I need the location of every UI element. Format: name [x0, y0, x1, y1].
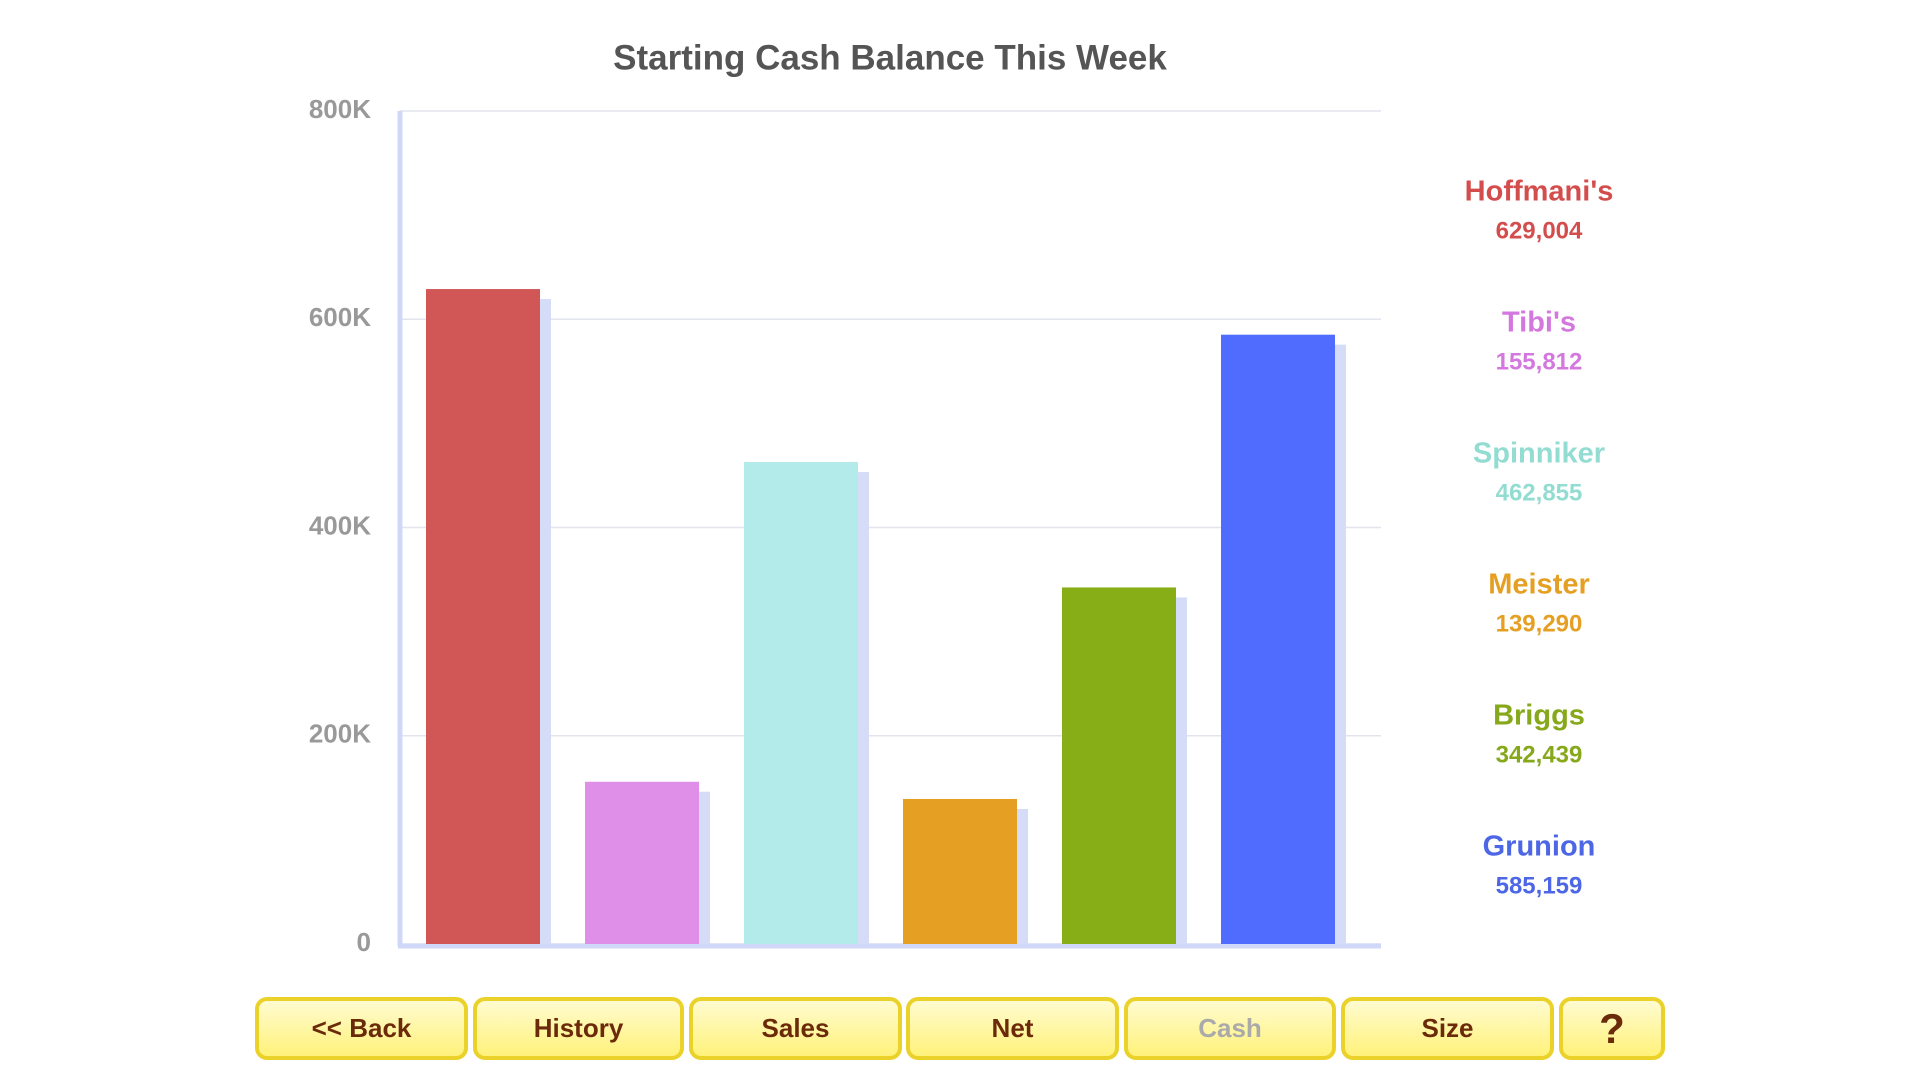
y-tick-label: 800K: [309, 94, 371, 124]
bar: [426, 289, 540, 945]
legend-name: Hoffmani's: [1465, 176, 1614, 208]
legend-value: 462,855: [1496, 479, 1583, 506]
y-tick-label: 0: [357, 927, 371, 957]
legend-name: Briggs: [1493, 700, 1585, 732]
nav-button[interactable]: History: [473, 997, 684, 1060]
legend-name: Tibi's: [1502, 307, 1576, 339]
legend-name: Grunion: [1483, 831, 1596, 863]
legend-name: Spinniker: [1473, 438, 1605, 470]
nav-button[interactable]: ?: [1559, 997, 1665, 1060]
y-tick-label: 400K: [309, 510, 371, 540]
nav-button[interactable]: << Back: [255, 997, 468, 1060]
legend-value: 342,439: [1496, 741, 1583, 768]
nav-button[interactable]: Sales: [689, 997, 902, 1060]
bar: [744, 462, 858, 944]
nav-button[interactable]: Net: [906, 997, 1119, 1060]
legend-value: 155,812: [1496, 348, 1583, 375]
bar: [1062, 587, 1176, 944]
bar: [1221, 334, 1335, 944]
nav-button[interactable]: Size: [1341, 997, 1554, 1060]
legend-value: 585,159: [1496, 872, 1583, 899]
bar: [903, 798, 1017, 944]
legend-value: 139,290: [1496, 610, 1583, 637]
legend-name: Meister: [1488, 569, 1590, 601]
y-tick-label: 600K: [309, 302, 371, 332]
nav-button[interactable]: Cash: [1124, 997, 1336, 1060]
bar: [585, 781, 699, 944]
y-tick-label: 200K: [309, 719, 371, 749]
legend-value: 629,004: [1496, 217, 1583, 244]
chart-title: Starting Cash Balance This Week: [613, 38, 1167, 77]
